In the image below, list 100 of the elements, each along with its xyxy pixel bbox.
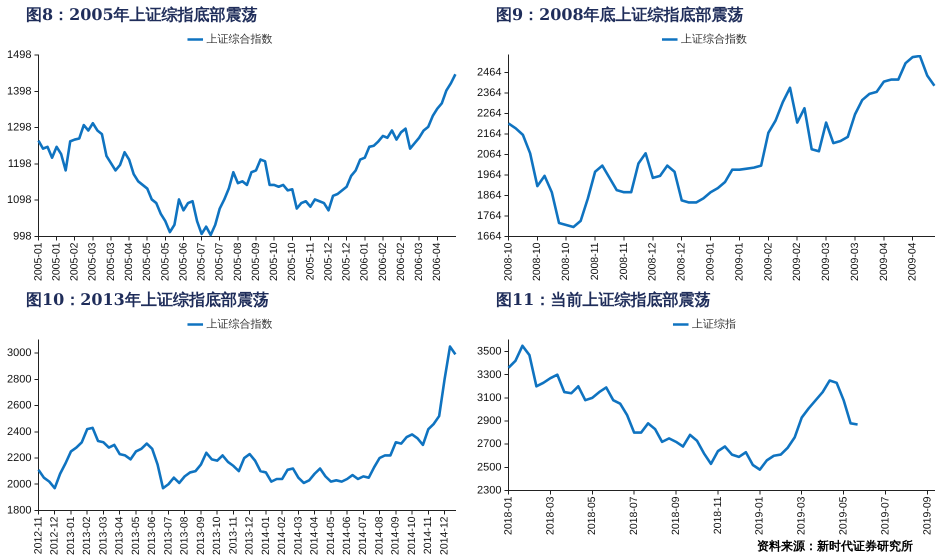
x-tick-label: 2014-11 <box>422 516 434 554</box>
x-tick-label: 2019-07 <box>879 496 892 536</box>
x-tick-label: 2009-01 <box>733 242 746 282</box>
x-tick-label: 2018-05 <box>586 496 598 536</box>
x-tick-label: 2013-02 <box>81 516 94 556</box>
y-tick-label: 2500 <box>476 461 502 474</box>
y-tick-label: 1298 <box>6 122 32 134</box>
x-tick-label: 2013-03 <box>97 516 110 556</box>
x-tick-label: 2014-03 <box>292 516 304 556</box>
y-tick-label: 2164 <box>476 128 502 140</box>
x-tick-label: 2005-10 <box>268 242 280 282</box>
x-tick-label: 2005-09 <box>250 242 262 282</box>
x-tick-label: 2009-04 <box>906 242 919 282</box>
y-tick-label: 1664 <box>476 230 502 242</box>
x-tick-label: 2019-03 <box>796 496 808 536</box>
y-tick-label: 2464 <box>476 66 502 79</box>
x-tick-label: 2013-08 <box>178 516 191 556</box>
x-tick-label: 2009-01 <box>704 242 716 282</box>
y-tick-label: 2800 <box>6 373 32 386</box>
x-tick-label: 2013-12 <box>244 516 256 556</box>
x-tick-label: 2005-01 <box>50 242 62 282</box>
y-tick-label: 1098 <box>6 194 32 206</box>
x-tick-label: 2018-11 <box>712 496 724 534</box>
y-tick-label: 1800 <box>6 504 32 516</box>
x-tick-label: 2014-01 <box>260 516 272 556</box>
x-tick-label: 2005-04 <box>123 242 135 282</box>
x-tick-label: 2008-11 <box>618 242 630 280</box>
x-tick-label: 2014-04 <box>308 516 321 556</box>
x-tick-label: 2006-04 <box>431 242 444 282</box>
x-tick-label: 2008-10 <box>560 242 572 282</box>
x-tick-label: 2014-08 <box>373 516 386 556</box>
x-tick-label: 2009-03 <box>820 242 832 282</box>
legend-label: 上证综合指数 <box>206 32 272 46</box>
x-tick-label: 2005-05 <box>159 242 172 282</box>
x-tick-label: 2013-09 <box>194 516 207 556</box>
x-tick-label: 2005-11 <box>304 242 316 280</box>
y-tick-label: 3100 <box>476 392 502 404</box>
x-tick-label: 2019-09 <box>921 496 934 536</box>
x-tick-label: 2012-12 <box>48 516 61 556</box>
x-tick-label: 2005-03 <box>104 242 117 282</box>
y-tick-label: 1964 <box>476 169 502 182</box>
y-tick-label: 1398 <box>6 85 32 98</box>
x-tick-label: 2014-10 <box>406 516 418 556</box>
y-tick-label: 998 <box>13 230 32 242</box>
chart-title: 图11：当前上证综指底部震荡 <box>495 289 712 311</box>
x-tick-label: 2009-02 <box>791 242 804 282</box>
y-tick-label: 1498 <box>6 49 32 62</box>
y-tick-label: 2200 <box>6 452 32 464</box>
legend-label: 上证综合指数 <box>680 32 747 46</box>
x-tick-label: 2008-12 <box>676 242 688 282</box>
x-tick-label: 2005-12 <box>340 242 353 282</box>
x-tick-label: 2013-06 <box>146 516 158 556</box>
y-tick-label: 3300 <box>476 368 502 381</box>
x-tick-label: 2008-10 <box>531 242 544 282</box>
x-tick-label: 2009-02 <box>762 242 774 282</box>
x-tick-label: 2005-02 <box>68 242 81 282</box>
y-tick-label: 2700 <box>476 438 502 450</box>
x-tick-label: 2009-03 <box>848 242 861 282</box>
y-tick-label: 2300 <box>476 484 502 496</box>
x-tick-label: 2005-10 <box>286 242 298 282</box>
y-tick-label: 2600 <box>6 400 32 412</box>
y-tick-label: 2064 <box>476 148 502 161</box>
legend-label: 上证综合指数 <box>206 317 272 330</box>
y-tick-label: 2400 <box>6 426 32 438</box>
x-tick-label: 2005-12 <box>322 242 334 282</box>
x-tick-label: 2008-12 <box>646 242 659 282</box>
x-tick-label: 2012-11 <box>32 516 44 554</box>
x-tick-label: 2014-07 <box>357 516 370 556</box>
x-tick-label: 2013-05 <box>130 516 142 556</box>
x-tick-label: 2018-09 <box>670 496 682 536</box>
chart-title: 图9：2008年底上证综指底部震荡 <box>495 4 745 26</box>
x-tick-label: 2013-01 <box>64 516 77 556</box>
x-tick-label: 2014-05 <box>324 516 337 556</box>
y-tick-label: 1864 <box>476 190 502 202</box>
x-tick-label: 2014-06 <box>340 516 353 556</box>
x-tick-label: 2005-05 <box>141 242 154 282</box>
y-tick-label: 2000 <box>6 478 32 490</box>
x-tick-label: 2009-04 <box>878 242 890 282</box>
x-tick-label: 2013-07 <box>162 516 174 556</box>
chart-title: 图10：2013年上证综指底部震荡 <box>25 289 270 311</box>
x-tick-label: 2019-05 <box>838 496 850 536</box>
x-tick-label: 2018-07 <box>628 496 640 536</box>
x-tick-label: 2014-02 <box>276 516 288 556</box>
x-tick-label: 2005-07 <box>196 242 208 282</box>
y-tick-label: 1198 <box>8 158 32 170</box>
y-tick-label: 2264 <box>476 108 502 120</box>
x-tick-label: 2005-06 <box>177 242 190 282</box>
y-tick-label: 3500 <box>476 346 502 358</box>
x-tick-label: 2008-11 <box>588 242 601 280</box>
x-tick-label: 2005-03 <box>86 242 99 282</box>
x-tick-label: 2014-09 <box>390 516 402 556</box>
x-tick-label: 2006-01 <box>358 242 371 282</box>
x-tick-label: 2013-10 <box>211 516 224 556</box>
x-tick-label: 2014-12 <box>438 516 450 556</box>
y-tick-label: 3000 <box>6 347 32 360</box>
y-tick-label: 2364 <box>476 87 502 100</box>
chart-title: 图8：2005年上证综指底部震荡 <box>25 4 259 26</box>
x-tick-label: 2006-03 <box>413 242 426 282</box>
x-tick-label: 2005-01 <box>32 242 44 282</box>
legend-label: 上证综指 <box>692 317 736 330</box>
